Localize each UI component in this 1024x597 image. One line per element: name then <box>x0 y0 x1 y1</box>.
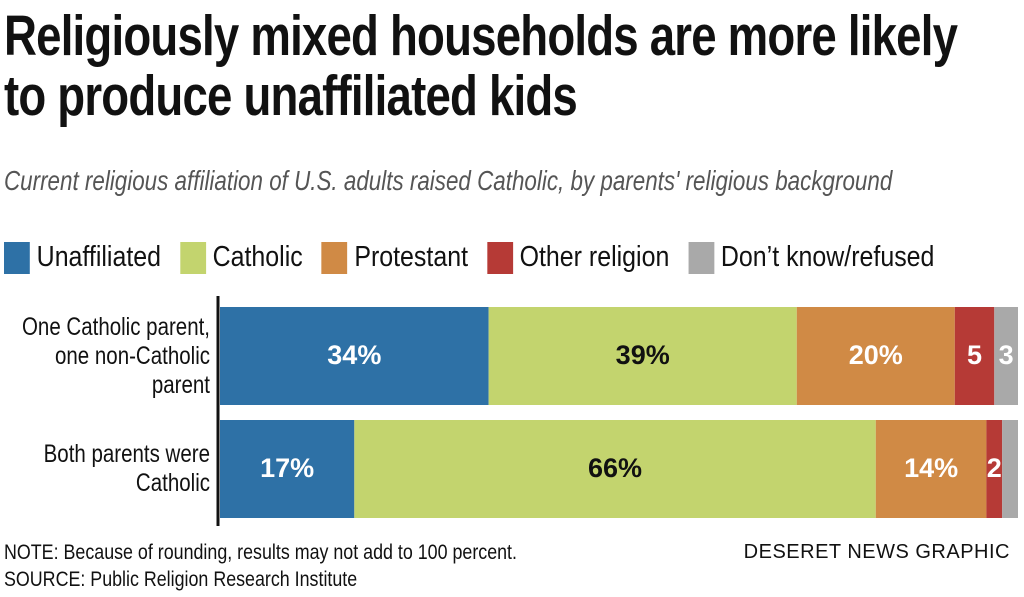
data-label: 39% <box>616 340 670 370</box>
bar-segment <box>488 307 797 405</box>
legend-item: Protestant <box>321 241 468 274</box>
legend-label: Other religion <box>519 241 670 273</box>
legend-label: Protestant <box>354 241 468 273</box>
legend-item: Other religion <box>486 241 670 274</box>
bar-segment <box>986 420 1003 518</box>
bar-segment <box>875 420 987 518</box>
legend-label: Catholic <box>212 241 303 273</box>
bar-segment <box>220 307 489 405</box>
data-label: 34% <box>327 340 381 370</box>
legend-swatch <box>688 241 715 274</box>
legend-item: Unaffiliated <box>4 241 161 274</box>
bar-segment <box>1002 420 1018 518</box>
note: NOTE: Because of rounding, results may n… <box>4 541 517 564</box>
data-label: 20% <box>849 340 903 370</box>
legend-swatch <box>179 241 206 274</box>
data-label: 2 <box>987 453 1002 483</box>
bar-segment <box>954 307 995 405</box>
legend-label: Don’t know/refused <box>720 241 935 273</box>
source: SOURCE: Public Religion Research Institu… <box>4 568 358 591</box>
chart-title: Religiously mixed households are more li… <box>4 4 958 128</box>
category-label: Both parents were Catholic <box>43 440 210 497</box>
chart-subtitle: Current religious affiliation of U.S. ad… <box>4 165 893 196</box>
bar-segment <box>994 307 1018 405</box>
bar-segment <box>354 420 876 518</box>
data-label: 17% <box>260 453 314 483</box>
legend-swatch <box>4 241 30 274</box>
data-label: 5 <box>967 340 982 370</box>
legend-label: Unaffiliated <box>36 241 162 273</box>
legend-item: Don’t know/refused <box>688 241 934 274</box>
data-label: 3 <box>999 340 1014 370</box>
data-label: 14% <box>904 453 958 483</box>
plot-area: 34% 39% 20% 5 3 17% 66% 14% 2 <box>216 296 1018 526</box>
credit: DESERET NEWS GRAPHIC <box>743 541 1010 563</box>
legend-item: Catholic <box>179 241 303 274</box>
bar-segment <box>220 420 355 518</box>
bar-segment <box>796 307 955 405</box>
legend-swatch <box>321 241 348 274</box>
category-label: One Catholic parent, one non-Catholic pa… <box>21 312 210 399</box>
legend: Unaffiliated Catholic Protestant Other reli… <box>4 241 934 274</box>
legend-swatch <box>486 241 513 274</box>
data-label: 66% <box>588 453 642 483</box>
